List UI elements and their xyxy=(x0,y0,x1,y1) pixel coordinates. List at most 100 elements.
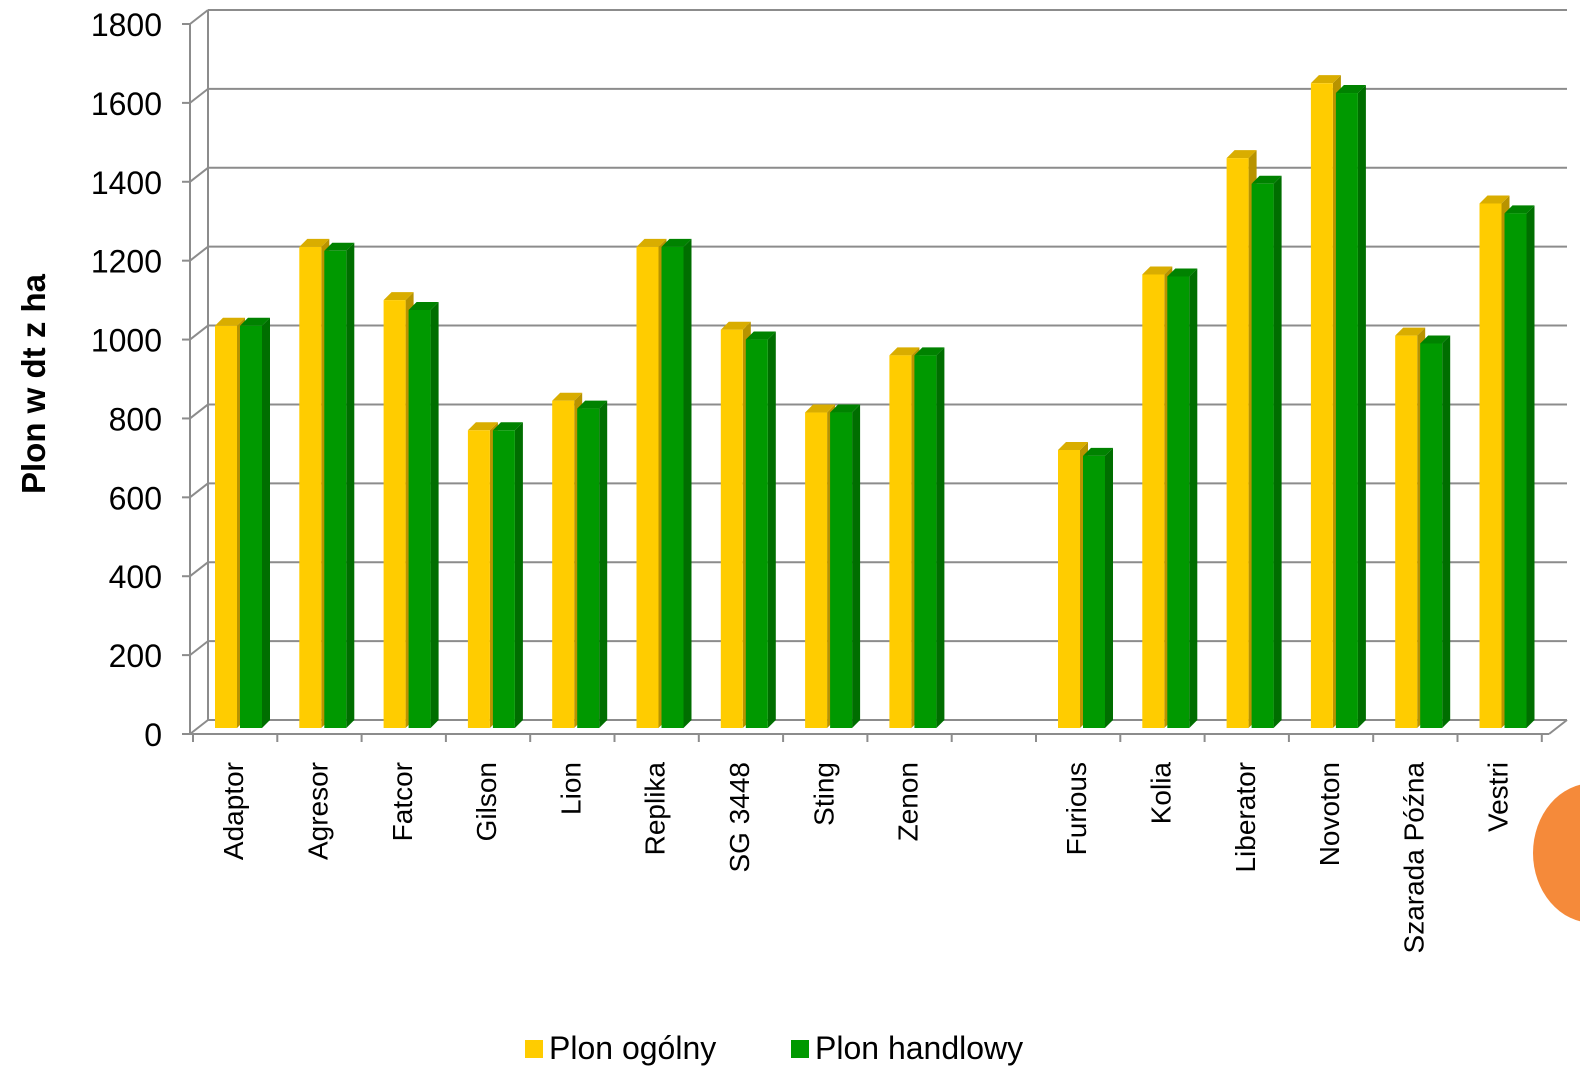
legend-label-series-1: Plon ogólny xyxy=(549,1030,717,1066)
bar-series-1-1 xyxy=(299,246,322,728)
bar-top-2-1 xyxy=(324,242,355,251)
bar-series-1-15 xyxy=(1479,203,1502,728)
bar-top-2-13 xyxy=(1335,85,1366,94)
y-tick-label-200: 200 xyxy=(109,638,162,674)
bar-series-1-12 xyxy=(1226,158,1249,729)
y-tick-label-0: 0 xyxy=(144,717,162,753)
bar-side-2-5 xyxy=(683,238,692,728)
bar-side-2-1 xyxy=(346,242,355,729)
bar-top-2-11 xyxy=(1167,268,1198,277)
x-tick-label-6: SG 3448 xyxy=(724,762,755,873)
y-tick-label-800: 800 xyxy=(109,401,162,437)
legend-item-series-2: Plon handlowy xyxy=(791,1030,1023,1067)
bar-series-1-10 xyxy=(1058,450,1080,728)
bar-side-2-12 xyxy=(1273,175,1282,728)
bar-side-2-15 xyxy=(1526,205,1535,729)
bar-series-1-7 xyxy=(805,412,828,728)
bar-series-2-0 xyxy=(240,325,262,728)
bar-series-2-3 xyxy=(492,430,515,728)
floor-right-edge xyxy=(1548,719,1568,735)
y-tick-label-1600: 1600 xyxy=(91,86,162,122)
bar-series-2-4 xyxy=(577,408,600,728)
x-tick-label-7: Sting xyxy=(808,762,839,826)
bar-top-2-15 xyxy=(1504,205,1535,214)
x-tick-label-13: Novoton xyxy=(1314,762,1345,866)
bar-top-1-7 xyxy=(805,404,836,413)
bar-series-1-3 xyxy=(467,430,490,728)
bar-top-2-7 xyxy=(830,404,861,413)
bar-series-1-8 xyxy=(889,355,912,728)
bar-top-1-13 xyxy=(1310,75,1341,84)
legend: Plon ogólny Plon handlowy xyxy=(0,1030,1580,1074)
bar-series-2-8 xyxy=(914,355,937,728)
bar-series-1-5 xyxy=(636,246,659,728)
bar-top-1-14 xyxy=(1395,327,1426,336)
bar-side-2-11 xyxy=(1189,268,1198,728)
bar-series-1-0 xyxy=(215,325,237,728)
bar-series-1-2 xyxy=(383,300,406,728)
bar-top-1-11 xyxy=(1142,266,1173,275)
bar-top-1-15 xyxy=(1479,195,1510,204)
bar-top-1-0 xyxy=(215,317,245,326)
y-tick-label-1200: 1200 xyxy=(91,244,162,280)
bar-top-1-4 xyxy=(552,392,583,401)
x-tick-label-2: Fatcor xyxy=(387,762,418,841)
bar-top-2-6 xyxy=(745,331,776,340)
gridline-side-0 xyxy=(189,719,209,735)
bar-side-2-13 xyxy=(1357,85,1366,729)
bar-top-1-12 xyxy=(1226,150,1257,159)
gridline-side-1200 xyxy=(189,245,209,262)
bar-top-2-14 xyxy=(1420,335,1451,344)
bar-top-2-4 xyxy=(577,400,608,409)
y-axis-title-text: Plon w dt z ha xyxy=(15,274,52,494)
bar-side-2-0 xyxy=(262,317,270,728)
bar-series-1-14 xyxy=(1395,335,1418,728)
bar-side-2-3 xyxy=(514,422,523,728)
x-tick-label-1: Agresor xyxy=(302,762,333,860)
gridline-side-1400 xyxy=(189,166,209,183)
bar-series-1-11 xyxy=(1142,274,1165,728)
bar-side-2-4 xyxy=(599,400,608,728)
bar-top-2-8 xyxy=(914,347,945,356)
legend-swatch-series-1 xyxy=(525,1039,543,1058)
gridline-side-200 xyxy=(189,640,209,656)
x-tick-label-5: Replika xyxy=(640,762,671,856)
bar-series-2-5 xyxy=(661,246,684,728)
y-tick-label-400: 400 xyxy=(109,559,162,595)
bar-top-1-5 xyxy=(636,238,667,247)
bar-series-2-12 xyxy=(1251,183,1274,728)
gridline-side-600 xyxy=(189,482,209,499)
bar-series-2-13 xyxy=(1335,93,1358,729)
bar-series-1-13 xyxy=(1310,83,1333,728)
bar-series-1-6 xyxy=(720,329,743,728)
bar-series-2-7 xyxy=(830,412,853,728)
bar-top-2-0 xyxy=(240,317,270,326)
gridline-side-1800 xyxy=(189,9,209,25)
x-tick-label-10: Furious xyxy=(1061,762,1092,855)
y-tick-label-1800: 1800 xyxy=(91,7,162,43)
y-axis-title: Plon w dt z ha xyxy=(4,274,64,494)
bar-top-1-3 xyxy=(467,422,498,431)
bar-side-2-10 xyxy=(1105,447,1113,728)
y-tick-label-1000: 1000 xyxy=(91,323,162,359)
bar-side-2-6 xyxy=(767,331,776,728)
legend-swatch-series-2 xyxy=(791,1039,809,1058)
y-tick-label-1400: 1400 xyxy=(91,165,162,201)
bar-series-2-11 xyxy=(1167,276,1190,728)
gridline-side-1600 xyxy=(189,88,209,104)
bar-series-2-15 xyxy=(1504,213,1527,729)
x-tick-label-3: Gilson xyxy=(471,762,502,841)
bar-side-2-14 xyxy=(1442,335,1451,728)
legend-item-series-1: Plon ogólny xyxy=(525,1030,716,1067)
bar-top-1-6 xyxy=(720,321,751,330)
bar-top-2-12 xyxy=(1251,175,1282,184)
bar-top-2-2 xyxy=(408,301,439,310)
gridline-side-1000 xyxy=(189,324,209,341)
x-tick-label-0: Adaptor xyxy=(218,762,249,860)
bar-series-2-10 xyxy=(1083,455,1105,728)
bar-side-2-2 xyxy=(430,301,439,728)
bar-top-2-10 xyxy=(1083,447,1113,456)
x-tick-label-12: Liberator xyxy=(1230,762,1261,873)
gridline-side-400 xyxy=(189,561,209,578)
bar-top-1-1 xyxy=(299,238,330,247)
